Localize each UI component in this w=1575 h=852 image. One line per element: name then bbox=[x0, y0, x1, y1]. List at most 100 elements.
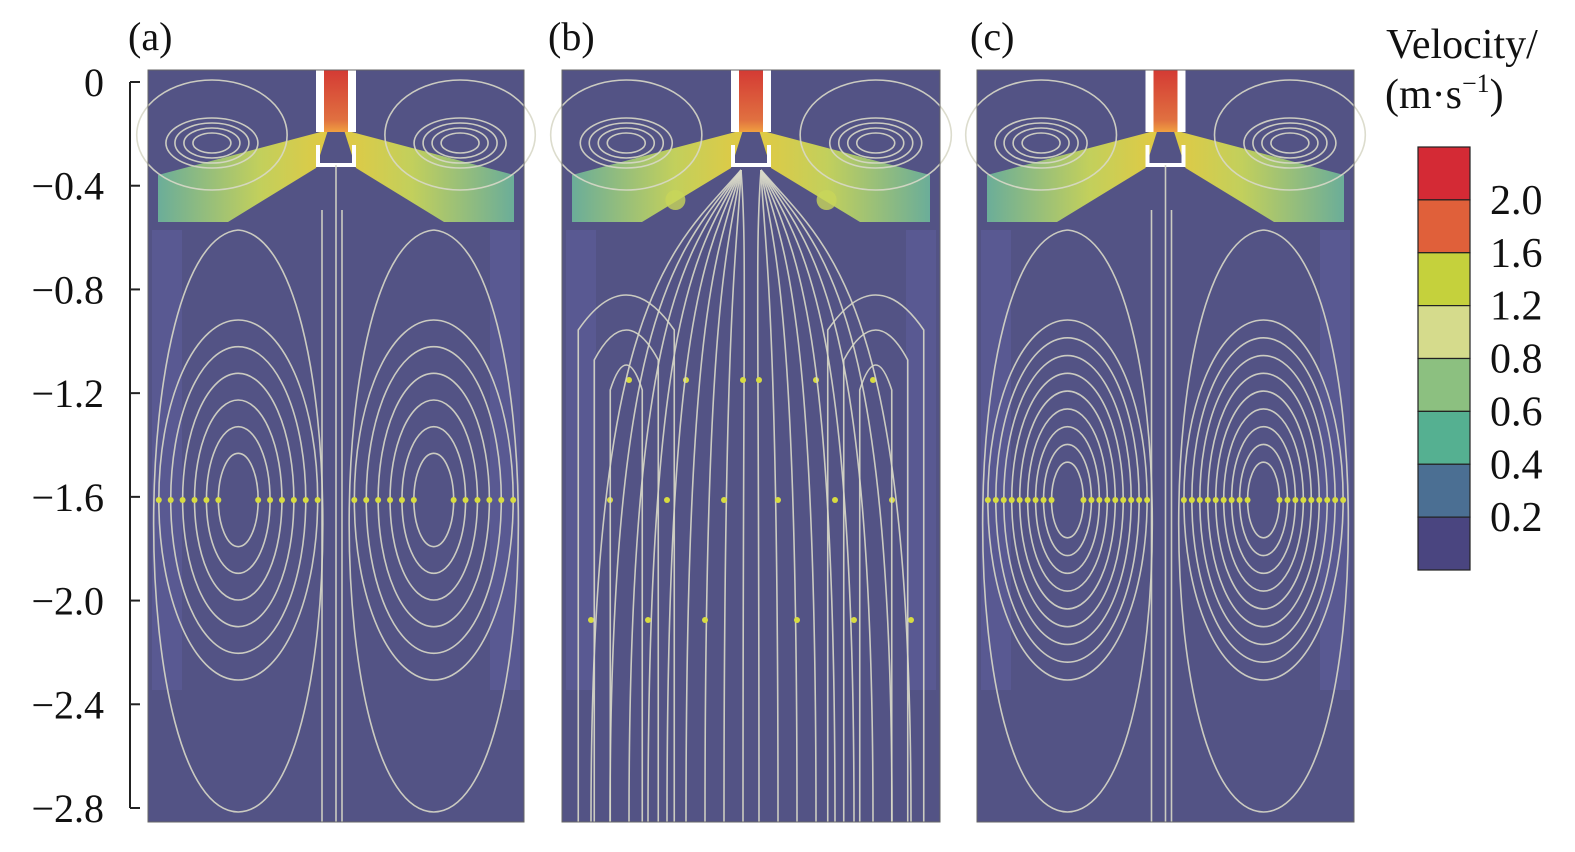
streamline bbox=[628, 169, 742, 823]
flow-arrow bbox=[398, 497, 405, 503]
flow-arrow bbox=[462, 497, 469, 503]
jet-left bbox=[572, 130, 743, 222]
panel-border bbox=[976, 69, 1355, 823]
flow-arrow bbox=[794, 617, 800, 623]
streamline bbox=[760, 169, 855, 823]
jet-right bbox=[1173, 130, 1344, 222]
wall-region bbox=[490, 230, 520, 690]
colorbar-label: 1.2 bbox=[1490, 284, 1543, 330]
streamline bbox=[183, 127, 241, 159]
streamline bbox=[1021, 132, 1061, 154]
flow-arrow bbox=[203, 497, 210, 503]
y-tick-label: −0.4 bbox=[31, 164, 104, 209]
streamline bbox=[647, 169, 742, 823]
streamline bbox=[826, 294, 925, 822]
streamline bbox=[760, 169, 836, 823]
streamline bbox=[846, 127, 905, 159]
flow-arrow bbox=[155, 497, 162, 503]
streamline bbox=[704, 169, 742, 823]
streamline bbox=[1177, 229, 1350, 813]
flow-arrow bbox=[626, 377, 632, 383]
eddy bbox=[816, 190, 837, 210]
flow-arrow bbox=[1136, 497, 1143, 503]
wall-region bbox=[906, 230, 936, 690]
flow-arrow bbox=[255, 497, 262, 503]
flow-arrow bbox=[1308, 497, 1315, 503]
outlet-cup bbox=[731, 145, 771, 167]
streamline bbox=[760, 169, 912, 823]
streamline bbox=[135, 79, 288, 191]
streamline bbox=[756, 169, 762, 823]
colorbar-label: 2.0 bbox=[1490, 178, 1543, 224]
flow-arrow bbox=[1096, 497, 1103, 503]
flow-arrow bbox=[1332, 497, 1339, 503]
flow-arrow bbox=[1316, 497, 1323, 503]
streamline bbox=[152, 229, 324, 813]
flow-arrow bbox=[992, 497, 999, 503]
flow-arrow bbox=[1204, 497, 1211, 503]
streamline bbox=[855, 132, 896, 154]
flow-arrow bbox=[1000, 497, 1007, 503]
y-tick-label: −0.8 bbox=[31, 267, 104, 312]
colorbar-segment bbox=[1417, 516, 1471, 571]
streamline bbox=[590, 169, 742, 823]
streamline bbox=[837, 122, 914, 164]
flow-arrow bbox=[179, 497, 186, 503]
flow-arrow bbox=[702, 617, 708, 623]
colorbar-unit-close: ) bbox=[1490, 72, 1504, 118]
flow-arrow bbox=[1228, 497, 1235, 503]
streamline bbox=[1243, 117, 1337, 169]
colorbar-label: 0.2 bbox=[1490, 495, 1543, 541]
panel-border bbox=[561, 69, 941, 823]
streamline bbox=[723, 169, 742, 823]
wall-region bbox=[566, 230, 596, 690]
y-tick-label: −2.8 bbox=[31, 786, 104, 831]
colorbar-segment bbox=[1417, 463, 1471, 518]
colorbar-title-line1: Velocity/ bbox=[1386, 22, 1538, 68]
flow-arrow bbox=[756, 377, 762, 383]
streamline bbox=[1252, 122, 1328, 164]
flow-arrow bbox=[363, 497, 370, 503]
eddy bbox=[665, 190, 686, 210]
flow-arrow bbox=[474, 497, 481, 503]
nozzle bbox=[324, 70, 348, 132]
flow-arrow bbox=[1236, 497, 1243, 503]
streamline bbox=[1003, 122, 1079, 164]
streamline bbox=[609, 169, 742, 823]
flow-arrow bbox=[664, 497, 670, 503]
flow-arrow bbox=[351, 497, 358, 503]
flow-arrow bbox=[645, 617, 651, 623]
streamline bbox=[799, 79, 953, 191]
flow-arrow bbox=[832, 497, 838, 503]
flow-arrow bbox=[1040, 497, 1047, 503]
flow-arrow bbox=[1324, 497, 1331, 503]
jet-left bbox=[158, 130, 328, 222]
y-tick-label: −1.2 bbox=[31, 371, 104, 416]
nozzle bbox=[739, 70, 763, 132]
flow-arrow bbox=[375, 497, 382, 503]
jet-right bbox=[344, 130, 514, 222]
flow-arrow bbox=[510, 497, 517, 503]
streamline bbox=[981, 229, 1154, 813]
streamline bbox=[549, 79, 703, 191]
streamline bbox=[1012, 127, 1070, 159]
panel-border bbox=[147, 69, 525, 823]
flow-arrow bbox=[1188, 497, 1195, 503]
flow-arrow bbox=[775, 497, 781, 503]
colorbar-segment bbox=[1417, 357, 1471, 412]
y-tick-label: −2.4 bbox=[31, 682, 104, 727]
flow-arrow bbox=[1008, 497, 1015, 503]
flow-arrow bbox=[1244, 497, 1251, 503]
flow-arrow bbox=[1088, 497, 1095, 503]
flow-arrow bbox=[1016, 497, 1023, 503]
streamline bbox=[413, 117, 507, 169]
flow-arrow bbox=[1024, 497, 1031, 503]
flow-arrow bbox=[721, 497, 727, 503]
streamline bbox=[760, 169, 779, 823]
flow-arrow bbox=[588, 617, 594, 623]
panel-c bbox=[964, 69, 1367, 823]
wall-region bbox=[152, 230, 182, 690]
colorbar-segment bbox=[1417, 199, 1471, 254]
streamline bbox=[740, 169, 746, 823]
colorbar-label: 0.4 bbox=[1490, 442, 1543, 488]
